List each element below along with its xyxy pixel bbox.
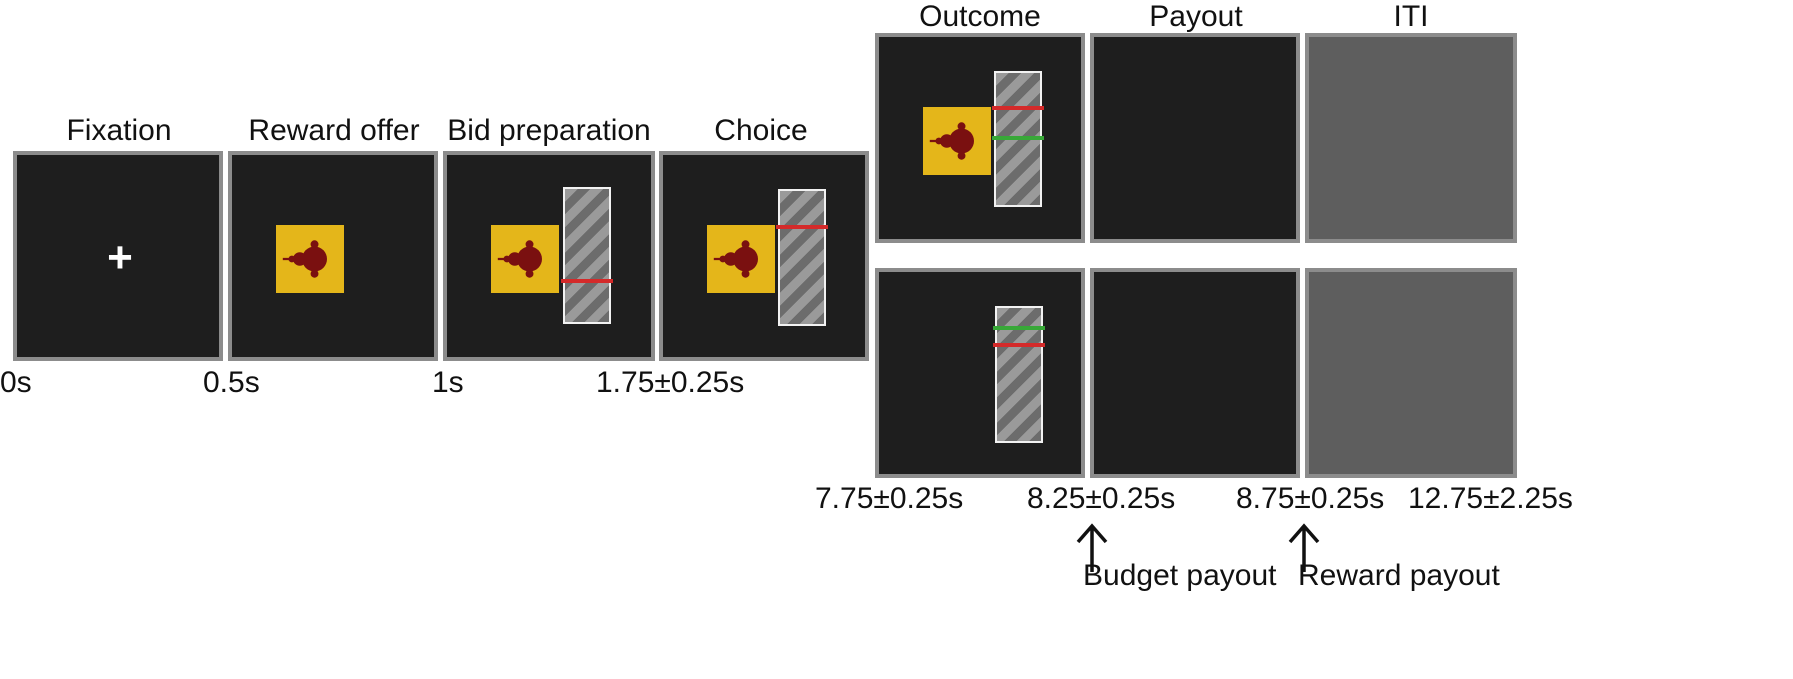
fractal-image [713,240,758,278]
phase-label-fixation: Fixation [66,114,172,147]
reward-offer-screen [228,151,438,361]
time-label: 8.75±0.25s [1236,482,1385,515]
fractal-image [497,240,542,278]
bid-scale-bar [778,189,826,326]
time-label: 0.5s [203,366,260,399]
reward-payout-arrow-icon [1288,523,1320,572]
bid-marker-red-line [992,106,1044,110]
time-label: 12.75±2.25s [1408,482,1573,515]
reward-stimulus-fractal [923,107,991,175]
reward-stimulus-fractal [707,225,775,293]
fractal-image [929,122,974,160]
budget-payout-arrow-icon [1076,523,1108,572]
choice-screen [659,151,869,361]
reference-price-green-line [992,136,1044,140]
reference-price-green-line [993,326,1045,330]
time-label: 0s [0,366,32,399]
outcome-screen-top [875,33,1085,243]
bid-marker-red-line [561,279,613,283]
payout-screen-top [1090,33,1300,243]
phase-label-bid-preparation: Bid preparation [447,114,651,147]
fixation-screen: + [13,151,223,361]
bid-marker-red-line [776,225,828,229]
iti-screen-bottom [1305,268,1517,478]
time-label: 8.25±0.25s [1027,482,1176,515]
phase-label-payout: Payout [1149,0,1243,33]
phase-label-choice: Choice [714,114,808,147]
fractal-image [282,240,327,278]
budget-payout-label: Budget payout [1083,559,1277,592]
reward-stimulus-fractal [491,225,559,293]
phase-label-outcome: Outcome [919,0,1041,33]
outcome-screen-bottom [875,268,1085,478]
reward-stimulus-fractal [276,225,344,293]
time-label: 7.75±0.25s [815,482,964,515]
payout-screen-bottom [1090,268,1300,478]
iti-screen-top [1305,33,1517,243]
bid-scale-bar [563,187,611,324]
bid-preparation-screen [443,151,655,361]
phase-label-iti: ITI [1393,0,1429,33]
phase-label-reward-offer: Reward offer [248,114,420,147]
time-label: 1s [432,366,464,399]
fixation-cross: + [107,233,133,282]
bid-marker-red-line [993,343,1045,347]
time-label: 1.75±0.25s [596,366,745,399]
reward-payout-label: Reward payout [1298,559,1500,592]
